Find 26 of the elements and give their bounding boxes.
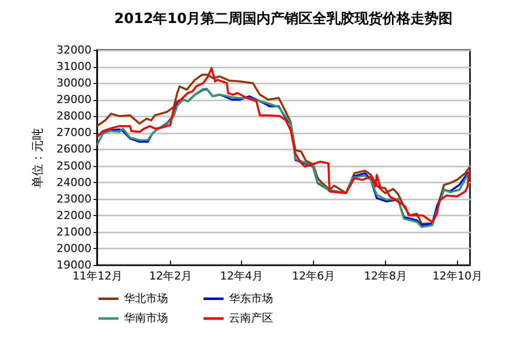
y-tick-label: 19000 [56, 258, 92, 272]
y-tick-label: 27000 [56, 126, 92, 140]
chart-title: 2012年10月第二周国内产销区全乳胶现货价格走势图 [114, 10, 453, 27]
x-tick-label: 12年4月 [220, 270, 264, 282]
y-tick-label: 30000 [56, 76, 92, 90]
y-tick-label: 26000 [56, 142, 92, 156]
x-tick-label: 11年12月 [72, 270, 122, 282]
x-tick-label: 12年8月 [364, 270, 408, 282]
y-tick-label: 31000 [56, 60, 92, 74]
y-tick-label: 23000 [56, 192, 92, 206]
legend-label: 华南市场 [124, 312, 168, 324]
y-tick-label: 22000 [56, 208, 92, 222]
legend-label: 华北市场 [124, 292, 168, 305]
y-axis-title: 单位：元吨 [30, 128, 45, 188]
x-tick-label: 12年10月 [432, 270, 483, 282]
y-tick-label: 20000 [56, 242, 92, 255]
y-tick-label: 25000 [56, 159, 92, 172]
y-tick-label: 29000 [56, 93, 92, 106]
x-tick-label: 12年2月 [149, 270, 192, 282]
y-tick-label: 21000 [56, 225, 92, 238]
x-tick-label: 12年6月 [292, 270, 336, 282]
legend-label: 华东市场 [229, 292, 273, 305]
y-tick-label: 32000 [56, 44, 92, 56]
legend-label: 云南产区 [229, 312, 273, 324]
y-tick-label: 28000 [56, 110, 92, 123]
y-tick-label: 24000 [56, 176, 92, 189]
